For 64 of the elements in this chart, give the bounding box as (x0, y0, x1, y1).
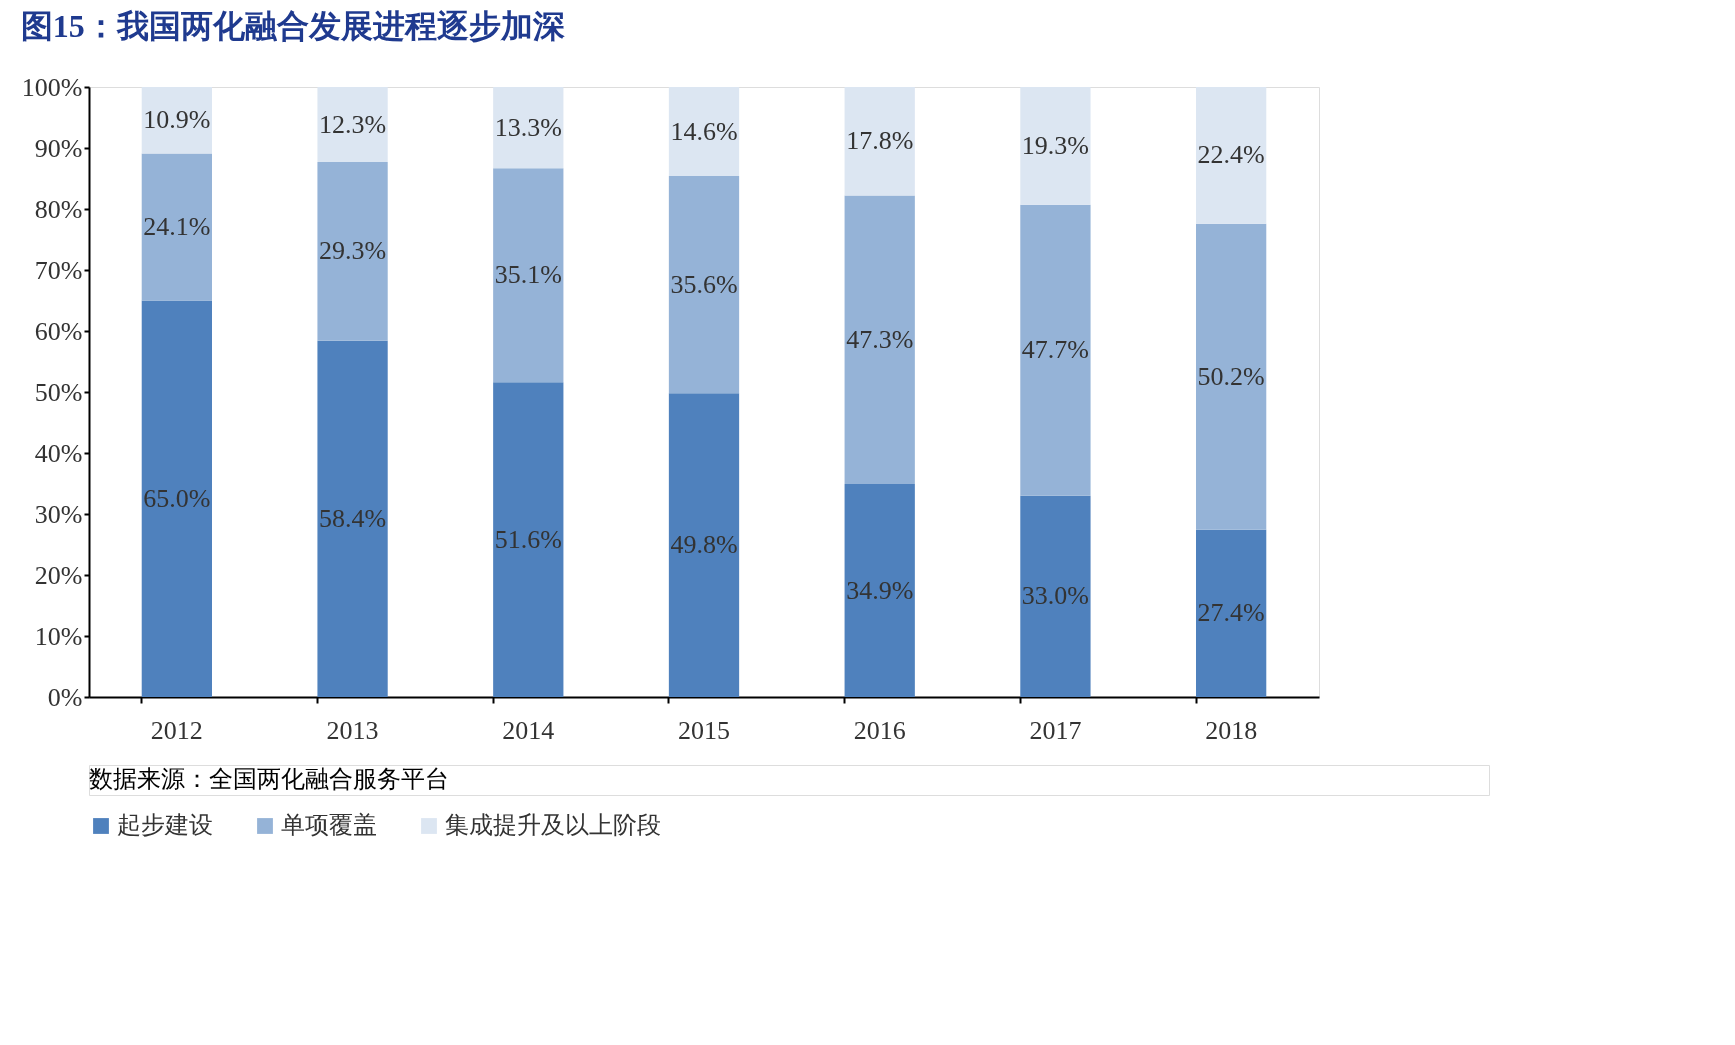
bar (493, 87, 564, 169)
data-label: 35.6% (670, 269, 738, 299)
legend-label: 起步建设 (117, 812, 213, 838)
bar (668, 87, 740, 177)
data-label: 17.8% (846, 126, 914, 156)
bar (1020, 495, 1091, 697)
y-tick-label: 20% (34, 560, 83, 590)
y-tick-label: 0% (47, 682, 83, 712)
data-label: 33.0% (1021, 581, 1090, 611)
data-label: 29.3% (318, 236, 387, 266)
data-label: 35.1% (494, 260, 562, 290)
bar (844, 87, 915, 196)
data-label: 12.3% (318, 109, 387, 139)
legend-label: 集成提升及以上阶段 (445, 812, 661, 838)
x-tick-label: 2014 (502, 715, 555, 745)
data-label: 58.4% (318, 503, 387, 533)
bar (493, 168, 564, 383)
data-label: 34.9% (846, 575, 914, 605)
x-tick-label: 2018 (1205, 715, 1258, 745)
x-tick-label: 2016 (853, 715, 906, 745)
chart-title: 图15：我国两化融合发展进程逐步加深 (20, 7, 565, 44)
y-tick-label: 50% (34, 377, 83, 407)
bar (1020, 204, 1091, 496)
data-label: 47.3% (846, 324, 914, 354)
bar (844, 484, 915, 697)
y-tick-label: 100% (21, 72, 83, 102)
y-tick-label: 10% (34, 621, 83, 651)
y-tick-label: 60% (34, 316, 83, 346)
data-label: 65.0% (143, 483, 211, 513)
bar (668, 176, 740, 394)
bar (141, 300, 212, 697)
data-label: 27.4% (1197, 598, 1265, 628)
data-label: 49.8% (670, 530, 738, 560)
data-label: 13.3% (494, 112, 562, 142)
y-tick-label: 40% (34, 438, 83, 468)
data-label: 10.9% (143, 105, 211, 135)
data-label: 19.3% (1021, 130, 1090, 160)
bar (844, 195, 915, 485)
bar (668, 393, 740, 697)
bar (1196, 87, 1267, 224)
legend-label: 单项覆盖 (281, 812, 377, 838)
y-tick-label: 90% (34, 133, 83, 163)
bar (317, 87, 388, 163)
bar (317, 162, 388, 341)
bar (493, 382, 564, 697)
data-label: 14.6% (670, 116, 738, 146)
source-note: 数据来源：全国两化融合服务平台 (89, 766, 449, 792)
x-tick-label: 2013 (326, 715, 379, 745)
bar (141, 153, 212, 301)
x-tick-label: 2012 (150, 715, 203, 745)
y-tick-label: 70% (34, 255, 83, 285)
x-tick-label: 2017 (1029, 715, 1082, 745)
data-label: 50.2% (1197, 361, 1265, 391)
data-label: 22.4% (1197, 140, 1265, 170)
data-label: 24.1% (143, 211, 211, 241)
bar (1020, 87, 1091, 205)
y-tick-label: 30% (34, 499, 83, 529)
data-label: 47.7% (1021, 335, 1090, 365)
bar (1196, 223, 1267, 530)
bar (1196, 529, 1267, 697)
x-tick-label: 2015 (678, 715, 730, 745)
y-tick-label: 80% (34, 194, 83, 224)
bar (317, 340, 388, 697)
data-label: 51.6% (494, 524, 562, 554)
